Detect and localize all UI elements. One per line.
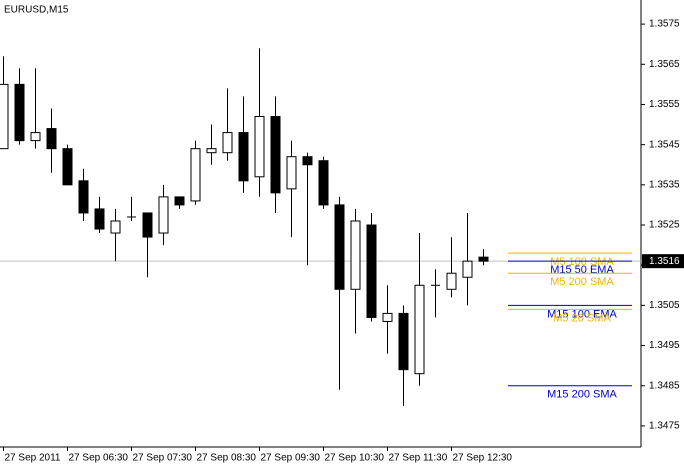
y-tick-label: 1.3495 — [649, 340, 680, 351]
y-tick-label: 1.3535 — [649, 179, 680, 190]
y-tick-label: 1.3545 — [649, 139, 680, 150]
y-tick-label: 1.3485 — [649, 380, 680, 391]
x-tick-label: 27 Sep 08:30 — [197, 453, 257, 464]
candle-body — [318, 160, 329, 206]
x-tick-label: 27 Sep 06:30 — [69, 453, 129, 464]
candle-body — [462, 260, 473, 278]
candle-body — [222, 132, 233, 154]
candle-body — [334, 204, 345, 290]
candle-body — [478, 256, 489, 262]
candle-body — [14, 83, 25, 142]
candle-body — [302, 156, 313, 166]
current-price-label: 1.3516 — [649, 256, 680, 267]
candle-body — [142, 212, 153, 238]
level-label: M5 200 SMA — [550, 276, 614, 288]
candle-body — [254, 116, 265, 178]
level-label: M15 50 EMA — [550, 264, 614, 276]
candle-body — [238, 132, 249, 182]
chart-title: EURUSD,M15 — [4, 5, 69, 16]
candle-body — [398, 312, 409, 371]
y-tick-label: 1.3565 — [649, 59, 680, 70]
candle-body — [350, 220, 361, 290]
x-tick-label: 27 Sep 2011 — [5, 453, 61, 464]
candle-body — [158, 196, 169, 234]
x-tick-label: 27 Sep 12:30 — [453, 453, 513, 464]
candle-body — [46, 128, 57, 150]
x-tick-label: 27 Sep 07:30 — [133, 453, 193, 464]
candle-body — [270, 116, 281, 194]
candle-body — [190, 148, 201, 202]
candle-body — [446, 272, 457, 290]
candle-body — [30, 132, 41, 142]
current-price-box — [642, 254, 684, 269]
y-tick-label: 1.3525 — [649, 220, 680, 231]
candle-body — [206, 148, 217, 154]
candle-body — [414, 284, 425, 375]
candle-body — [0, 83, 9, 150]
y-tick-label: 1.3475 — [649, 421, 680, 432]
level-label: M15 100 EMA — [547, 308, 617, 320]
candle-body — [174, 196, 185, 206]
candle-body — [62, 148, 73, 186]
candle-body — [94, 208, 105, 230]
x-tick-label: 27 Sep 09:30 — [261, 453, 321, 464]
candle-body — [382, 312, 393, 322]
candle-body — [286, 156, 297, 190]
candle-body — [78, 180, 89, 214]
y-tick-label: 1.3575 — [649, 19, 680, 30]
level-label: M5 20 SMA — [553, 312, 611, 324]
candle-body — [110, 220, 121, 234]
level-label: M5 100 SMA — [550, 256, 614, 268]
x-tick-label: 27 Sep 11:30 — [389, 453, 448, 464]
level-label: M15 200 SMA — [547, 389, 617, 401]
y-tick-label: 1.3555 — [649, 99, 680, 110]
candle-body — [366, 224, 377, 318]
x-tick-label: 27 Sep 10:30 — [325, 453, 385, 464]
y-tick-label: 1.3505 — [649, 300, 680, 311]
